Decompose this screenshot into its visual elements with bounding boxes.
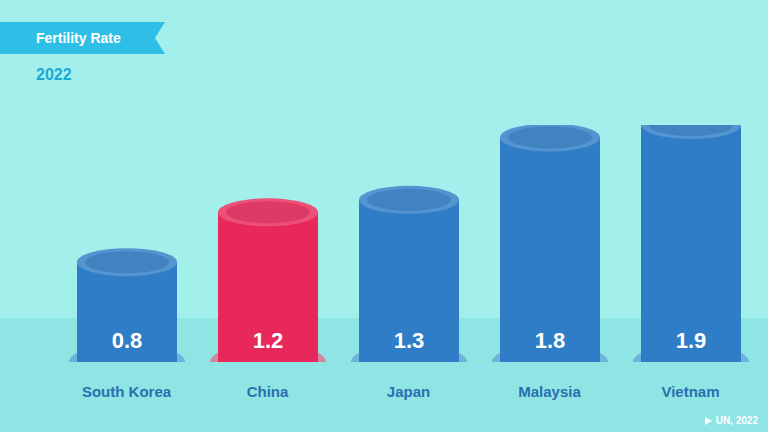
svg-text:Vietnam: Vietnam [661, 383, 719, 400]
html-text:2022: 2022 [36, 66, 72, 83]
svg-text:Malaysia: Malaysia [518, 383, 581, 400]
svg-text:South Korea: South Korea [82, 383, 172, 400]
svg-text:China: China [247, 383, 289, 400]
svg-text:1.3: 1.3 [394, 328, 425, 353]
svg-text:1.9: 1.9 [676, 328, 707, 353]
svg-text:0.8: 0.8 [112, 328, 143, 353]
svg-text:Japan: Japan [387, 383, 430, 400]
svg-text:1.2: 1.2 [253, 328, 284, 353]
svg-text:1.8: 1.8 [535, 328, 566, 353]
html-text:UN, 2022: UN, 2022 [715, 415, 758, 426]
html-text:Fertility Rate: Fertility Rate [36, 30, 121, 46]
